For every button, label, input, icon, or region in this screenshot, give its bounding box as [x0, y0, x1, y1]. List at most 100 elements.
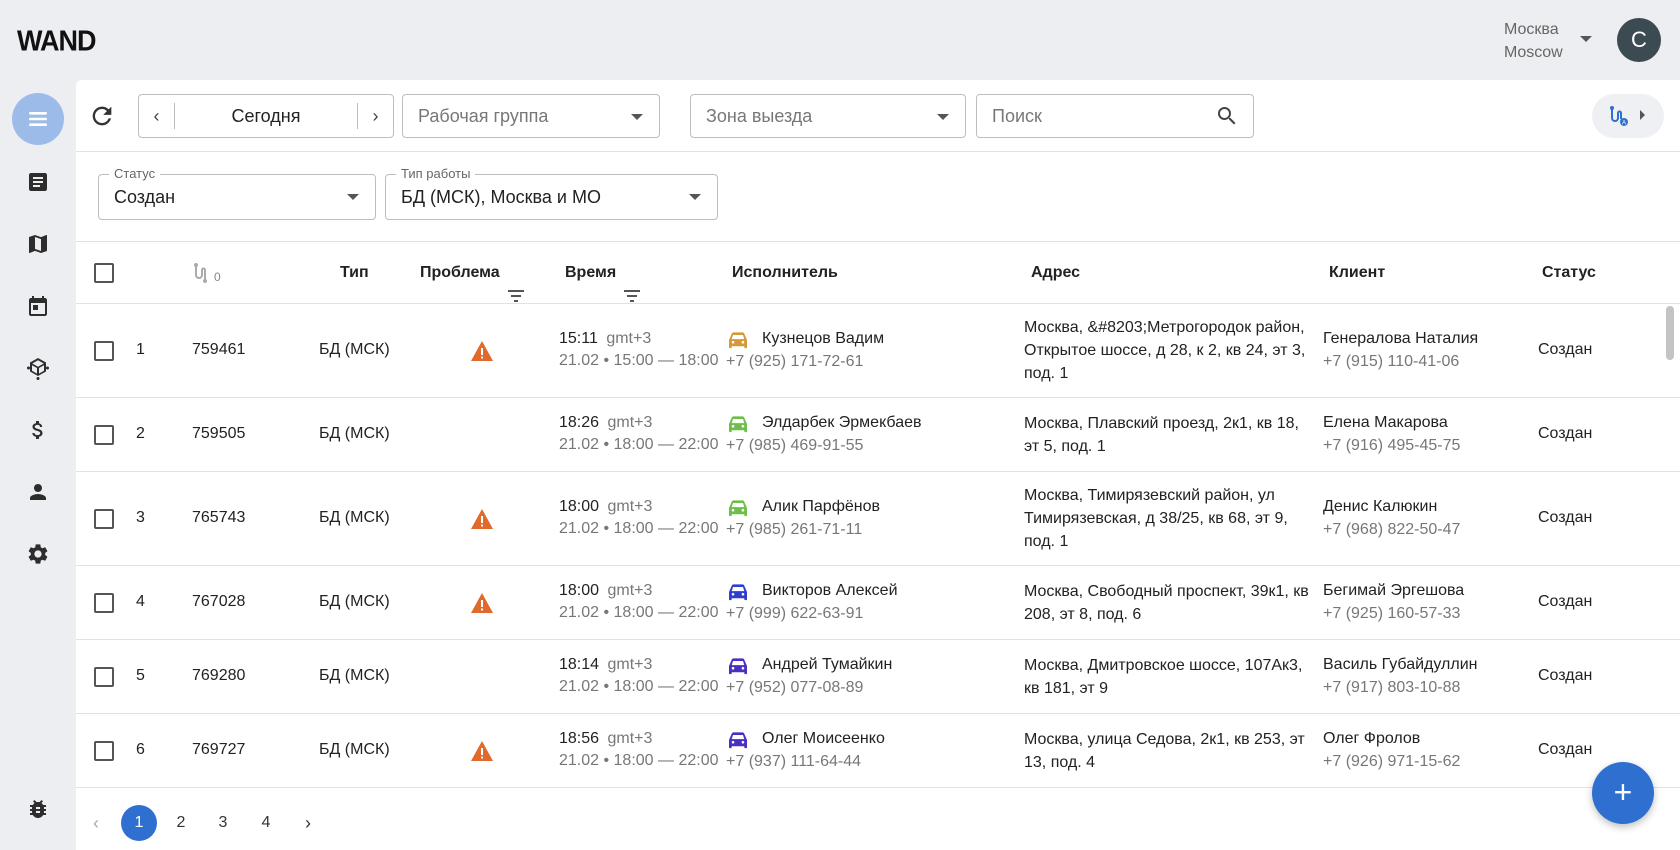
executor-name[interactable]: Кузнецов Вадим — [762, 330, 885, 347]
executor-phone: +7 (952) 077-08-89 — [726, 679, 864, 696]
client-name[interactable]: Олег Фролов — [1323, 730, 1421, 747]
sidebar-item-users[interactable] — [12, 466, 64, 518]
sidebar-item-settings[interactable] — [12, 528, 64, 580]
table-row[interactable]: 2 759505 БД (МСК) 18:26 gmt+3 21.02 • 18:00 … — [76, 398, 1680, 472]
date-prev-button[interactable]: ‹ — [139, 103, 175, 129]
pagination-page-4[interactable]: 4 — [261, 814, 271, 831]
address: Москва, Плавский проезд, 2к1, кв 18, эт … — [1024, 415, 1299, 455]
column-header-time[interactable]: Время — [565, 242, 641, 304]
search-icon — [1218, 107, 1236, 125]
document-icon — [29, 173, 47, 191]
row-checkbox[interactable] — [94, 667, 114, 687]
route-icon — [194, 262, 207, 283]
executor-name[interactable]: Андрей Тумайкин — [762, 656, 893, 673]
client-name[interactable]: Генералова Наталия — [1323, 330, 1479, 347]
row-checkbox[interactable] — [94, 593, 114, 613]
table-row[interactable]: 1 759461 БД (МСК) 15:11 gmt+3 21.02 • 15:00 … — [76, 304, 1680, 398]
sidebar-item-calendar[interactable] — [12, 280, 64, 332]
table-row[interactable]: 4 767028 БД (МСК) 18:00 gmt+3 21.02 • 18:00 … — [76, 566, 1680, 640]
order-id[interactable]: 767028 — [192, 593, 246, 610]
order-id[interactable]: 759505 — [192, 425, 246, 442]
time-slot: 18:56 gmt+3 21.02 • 18:00 — 22:00 — [559, 730, 719, 770]
table-header: 0 Тип Проблема Время Исполнитель Адрес К… — [76, 242, 1680, 304]
car-icon — [727, 657, 749, 680]
timezone: gmt+3 — [606, 330, 652, 347]
column-header-problem-label: Проблема — [420, 264, 500, 281]
person-icon — [30, 484, 46, 500]
date-next-button[interactable]: › — [357, 103, 393, 129]
pagination-page-1[interactable]: 1 — [121, 805, 157, 841]
car-icon — [727, 415, 749, 438]
arrival-time: 18:14 — [559, 656, 600, 673]
date-picker: ‹ Сегодня › — [138, 94, 394, 138]
order-id[interactable]: 769727 — [192, 741, 246, 758]
pagination-page-3[interactable]: 3 — [218, 814, 228, 831]
timezone: gmt+3 — [607, 414, 653, 431]
work-type-filter[interactable]: Тип работы БД (МСК), Москва и МО — [385, 166, 718, 220]
executor-name[interactable]: Викторов Алексей — [762, 582, 898, 599]
route-column-header[interactable]: 0 — [190, 242, 221, 308]
row-checkbox[interactable] — [94, 741, 114, 761]
time-slot: 18:26 gmt+3 21.02 • 18:00 — 22:00 — [559, 414, 719, 454]
row-checkbox[interactable] — [94, 341, 114, 361]
sidebar-item-hub[interactable] — [12, 342, 64, 394]
select-all-checkbox[interactable] — [94, 263, 114, 283]
route-menu-button[interactable]: A — [1592, 94, 1664, 138]
city-selector[interactable]: Москва Moscow — [1504, 18, 1563, 64]
avatar[interactable]: С — [1617, 18, 1661, 62]
executor-name[interactable]: Элдарбек Эрмекбаев — [762, 414, 922, 431]
sidebar-item-map[interactable] — [12, 218, 64, 270]
time-slot: 15:11 gmt+3 21.02 • 15:00 — 18:00 — [559, 330, 719, 370]
status-filter[interactable]: Статус Создан — [98, 166, 376, 220]
order-id[interactable]: 765743 — [192, 509, 246, 526]
date-label[interactable]: Сегодня — [231, 106, 301, 126]
client-name[interactable]: Василь Губайдуллин — [1323, 656, 1478, 673]
column-header-client: Клиент — [1329, 264, 1386, 281]
table-row[interactable]: 5 769280 БД (МСК) 18:14 gmt+3 21.02 • 18:00 … — [76, 640, 1680, 714]
pagination-next-button[interactable]: › — [290, 805, 326, 841]
toolbar: ‹ Сегодня › Рабочая группа Зона выезда A — [76, 80, 1680, 152]
zone-select[interactable]: Зона выезда — [690, 94, 966, 138]
search-input[interactable] — [992, 95, 1212, 137]
client-name[interactable]: Денис Калюкин — [1323, 498, 1438, 515]
executor-name[interactable]: Алик Парфёнов — [762, 498, 880, 515]
order-type: БД (МСК) — [319, 741, 390, 758]
column-header-time-label: Время — [565, 264, 617, 281]
sidebar-item-menu[interactable] — [12, 93, 64, 145]
table-row[interactable]: 6 769727 БД (МСК) 18:56 gmt+3 21.02 • 18:00 … — [76, 714, 1680, 788]
order-status: Создан — [1538, 341, 1593, 358]
row-checkbox[interactable] — [94, 425, 114, 445]
column-header-problem[interactable]: Проблема — [420, 242, 524, 304]
pagination: ‹ 1 2 3 4 › — [76, 796, 1680, 850]
column-header-executor: Исполнитель — [732, 264, 838, 281]
pagination-page-2[interactable]: 2 — [176, 814, 186, 831]
sidebar-item-orders[interactable] — [12, 156, 64, 208]
pagination-prev-button[interactable]: ‹ — [78, 805, 114, 841]
add-order-button[interactable]: + — [1592, 762, 1654, 824]
warning-icon — [470, 592, 494, 619]
search-button[interactable] — [1215, 104, 1239, 128]
city-name-en: Moscow — [1504, 44, 1563, 61]
address: Москва, Свободный проспект, 39к1, кв 208… — [1024, 583, 1309, 623]
order-id[interactable]: 769280 — [192, 667, 246, 684]
chevron-right-icon: › — [305, 813, 311, 833]
sidebar-item-finance[interactable] — [12, 404, 64, 456]
chevron-down-icon — [937, 114, 949, 120]
executor-name[interactable]: Олег Моисеенко — [762, 730, 885, 747]
work-type-filter-label: Тип работы — [396, 166, 476, 181]
client-name[interactable]: Елена Макарова — [1323, 414, 1448, 431]
table-row[interactable]: 3 765743 БД (МСК) 18:00 gmt+3 21.02 • 18:00 … — [76, 472, 1680, 566]
filter-icon — [624, 267, 641, 302]
sidebar-item-debug[interactable] — [26, 797, 50, 821]
client-name[interactable]: Бегимай Эргешова — [1323, 582, 1465, 599]
svg-text:A: A — [1622, 121, 1626, 127]
workgroup-select[interactable]: Рабочая группа — [402, 94, 660, 138]
vertical-scrollbar[interactable] — [1666, 306, 1674, 360]
client-phone: +7 (968) 822-50-47 — [1323, 521, 1461, 538]
row-checkbox[interactable] — [94, 509, 114, 529]
chevron-down-icon[interactable] — [1580, 36, 1592, 42]
refresh-button[interactable] — [88, 102, 116, 130]
time-window: 21.02 • 18:00 — 22:00 — [559, 752, 719, 769]
chevron-right-icon: › — [372, 105, 379, 126]
order-id[interactable]: 759461 — [192, 341, 246, 358]
